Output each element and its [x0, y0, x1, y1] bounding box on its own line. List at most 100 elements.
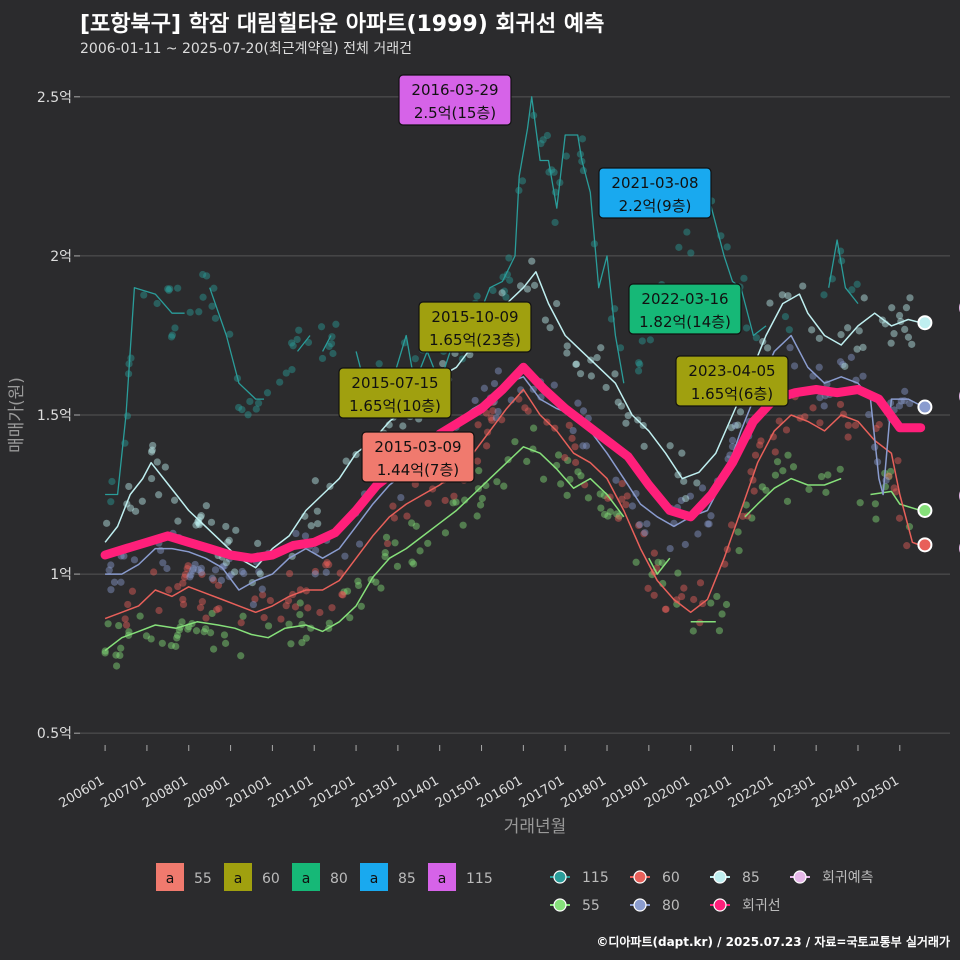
scatter-point-80: [900, 397, 908, 405]
scatter-point-115: [473, 292, 481, 300]
scatter-point-80: [865, 410, 873, 419]
scatter-point-85: [546, 324, 554, 332]
scatter-point-55: [735, 547, 743, 555]
prediction-markers: 17,875(~85㎡)15,250(~80㎡)12,000(~55㎡)10,9…: [917, 299, 960, 557]
scatter-point-80: [895, 402, 904, 410]
series-line-115: [105, 96, 859, 496]
y-tick-label: 0.5억: [37, 726, 72, 742]
legend-line-marker: [793, 870, 807, 884]
scatter-point-85: [498, 289, 506, 297]
scatter-point-60: [892, 488, 900, 496]
scatter-point-115: [174, 284, 182, 292]
scatter-point-55: [824, 471, 832, 479]
scatter-point-55: [381, 552, 389, 561]
scatter-point-60: [259, 591, 267, 599]
scatter-point-115: [752, 334, 760, 342]
scatter-point-115: [208, 302, 216, 310]
scatter-point-60: [121, 615, 129, 623]
scatter-point-80: [110, 578, 119, 586]
scatter-point-60: [757, 437, 765, 445]
scatter-point-115: [551, 218, 559, 227]
scatter-point-55: [715, 627, 724, 635]
scatter-point-80: [197, 564, 205, 572]
x-tick-label: 200801: [140, 773, 190, 811]
scatter-point-60: [202, 614, 210, 622]
scatter-point-80: [107, 561, 115, 569]
annotation-box: [398, 74, 512, 126]
scatter-point-115: [235, 403, 243, 412]
scatter-point-115: [375, 360, 383, 368]
scatter-point-85: [624, 412, 632, 420]
scatter-point-55: [539, 475, 548, 483]
scatter-point-85: [901, 325, 909, 333]
scatter-point-80: [471, 396, 479, 405]
scatter-point-80: [569, 426, 577, 435]
scatter-point-85: [602, 383, 610, 392]
scatter-point-85: [597, 344, 605, 352]
scatter-point-60: [237, 619, 245, 627]
scatter-point-60: [524, 407, 532, 415]
legend-fill-swatch: [292, 863, 320, 891]
scatter-point-60: [266, 596, 274, 605]
scatter-point-60: [183, 565, 191, 573]
scatter-point-60: [165, 586, 173, 594]
scatter-point-60: [727, 521, 736, 529]
scatter-point-55: [172, 642, 180, 650]
scatter-point-60: [673, 596, 681, 604]
scatter-point-80: [187, 571, 195, 579]
scatter-point-85: [736, 408, 745, 416]
scatter-point-115: [244, 411, 252, 419]
scatter-point-55: [597, 504, 605, 512]
scatter-point-60: [179, 600, 188, 609]
annotation-date: 2021-03-08: [611, 174, 698, 192]
x-tick-label: 202301: [768, 773, 818, 811]
scatter-point-55: [836, 465, 844, 473]
scatter-point-115: [646, 336, 654, 344]
scatter-point-115: [127, 354, 135, 362]
scatter-point-60: [696, 619, 704, 627]
scatter-point-115: [287, 339, 296, 347]
scatter-point-85: [314, 520, 322, 528]
scatter-point-55: [504, 456, 512, 464]
scatter-point-80: [579, 442, 587, 450]
scatter-point-115: [781, 312, 790, 321]
x-tick-label: 201801: [559, 773, 609, 811]
scatter-point-60: [483, 442, 491, 450]
scatter-point-85: [530, 281, 539, 289]
scatter-point-60: [150, 568, 158, 576]
legend-fill-swatch: [224, 863, 252, 891]
scatter-point-115: [550, 168, 558, 176]
source-credit: ©디아파트(dapt.kr) / 2025.07.23 / 자료=국토교통부 실…: [596, 935, 950, 949]
x-tick-label: 202501: [851, 773, 901, 811]
scatter-point-55: [500, 482, 508, 490]
legend-fill-label: 115: [466, 871, 493, 887]
legend-fill-label: 60: [262, 871, 280, 887]
scatter-point-85: [572, 360, 581, 368]
scatter-point-80: [312, 546, 320, 554]
scatter-point-80: [292, 529, 300, 538]
y-axis-title: 매매가(원): [7, 377, 27, 453]
legend-line-marker: [713, 898, 727, 912]
scatter-point-115: [562, 152, 570, 160]
scatter-point-55: [285, 620, 293, 628]
scatter-point-115: [246, 397, 254, 406]
scatter-point-85: [844, 324, 852, 332]
scatter-point-85: [888, 304, 896, 312]
scatter-point-55: [357, 602, 365, 610]
scatter-point-60: [336, 569, 344, 577]
scatter-point-60: [184, 562, 192, 570]
x-tick-label: 200701: [98, 773, 148, 811]
scatter-point-60: [424, 499, 432, 507]
scatter-point-85: [222, 522, 230, 531]
scatter-point-55: [174, 631, 182, 639]
scatter-point-85: [859, 343, 867, 351]
scatter-point-60: [128, 587, 137, 595]
scatter-point-115: [166, 285, 174, 293]
scatter-point-60: [323, 558, 331, 567]
scatter-point-85: [908, 340, 916, 348]
scatter-point-85: [563, 349, 571, 357]
scatter-point-85: [593, 354, 601, 362]
scatter-point-60: [844, 421, 852, 429]
scatter-point-55: [441, 529, 450, 537]
scatter-point-115: [199, 270, 207, 279]
